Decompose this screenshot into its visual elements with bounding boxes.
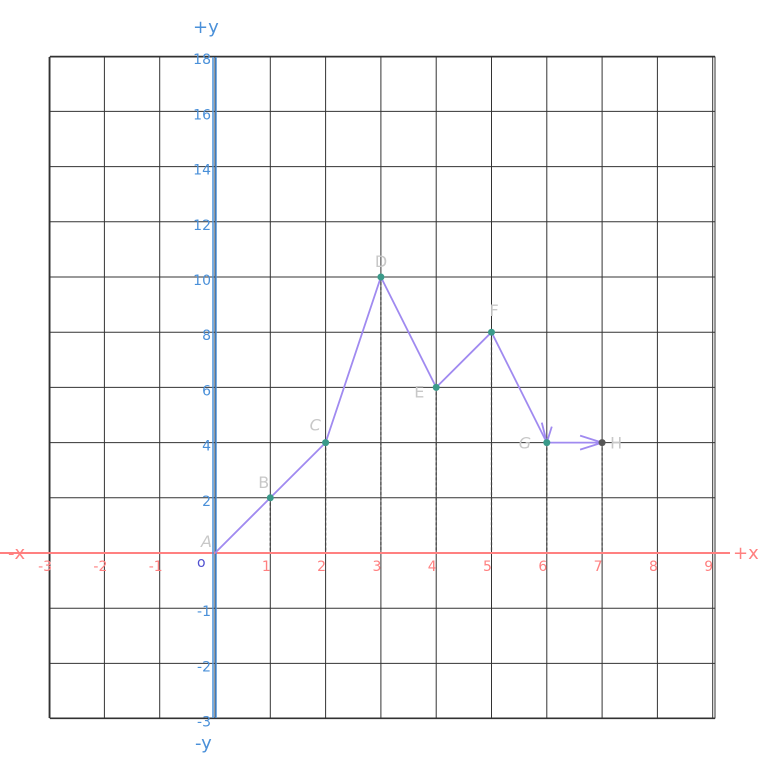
data-point bbox=[598, 439, 606, 447]
series-path bbox=[214, 274, 606, 554]
point-label: F bbox=[490, 301, 499, 320]
axes bbox=[0, 57, 730, 718]
data-point bbox=[266, 494, 274, 502]
point-label: C bbox=[310, 416, 322, 435]
y-tick-label: 18 bbox=[193, 52, 211, 68]
x-tick-label: 4 bbox=[428, 559, 437, 575]
y-tick-label: 6 bbox=[202, 383, 211, 399]
x-tick-label: 7 bbox=[594, 559, 603, 575]
data-point bbox=[432, 383, 440, 391]
x-axis-negative-title: -x bbox=[8, 543, 25, 564]
y-tick-label: -1 bbox=[197, 604, 211, 620]
y-axis-negative-title: -y bbox=[195, 733, 212, 754]
data-point bbox=[377, 273, 385, 281]
point-label: E bbox=[414, 382, 424, 401]
point-label: G bbox=[519, 434, 531, 453]
x-tick-label: -2 bbox=[93, 559, 107, 575]
y-tick-label: 16 bbox=[193, 107, 211, 123]
labels: +x-x+y-yo-3 -2 -1 1 2 3 4 5 6 7 8 9-3-2-12468101214… bbox=[8, 17, 759, 754]
y-tick-label: 4 bbox=[202, 439, 211, 455]
data-point bbox=[543, 439, 551, 447]
point-label: H bbox=[610, 434, 622, 453]
x-tick-label: 5 bbox=[483, 559, 492, 575]
series-line bbox=[214, 274, 603, 554]
point-label: A bbox=[200, 532, 212, 551]
y-tick-label: 10 bbox=[193, 273, 211, 289]
x-tick-label: -1 bbox=[149, 559, 163, 575]
y-tick-label: 14 bbox=[193, 163, 211, 179]
drop-lines bbox=[269, 277, 603, 553]
y-tick-label: -3 bbox=[197, 715, 211, 731]
point-label: D bbox=[375, 252, 387, 271]
y-axis-positive-title: +y bbox=[193, 17, 219, 38]
y-tick-label: 2 bbox=[202, 494, 211, 510]
point-label: B bbox=[258, 473, 269, 492]
grid bbox=[48, 55, 716, 720]
data-point bbox=[488, 328, 495, 336]
data-points bbox=[266, 273, 606, 502]
x-tick-label: 9 bbox=[704, 559, 713, 575]
x-tick-label: 1 bbox=[262, 559, 271, 575]
x-tick-label: 6 bbox=[538, 559, 547, 575]
origin-label: o bbox=[197, 555, 206, 571]
x-tick-label: 3 bbox=[372, 559, 381, 575]
data-point bbox=[322, 439, 330, 447]
x-tick-label: 2 bbox=[317, 559, 326, 575]
x-tick-label: 8 bbox=[649, 559, 658, 575]
x-axis-positive-title: +x bbox=[733, 543, 759, 564]
y-tick-label: -2 bbox=[197, 659, 211, 675]
y-tick-label: 12 bbox=[193, 218, 211, 234]
x-tick-label: -3 bbox=[38, 559, 52, 575]
y-tick-label: 8 bbox=[202, 328, 211, 344]
